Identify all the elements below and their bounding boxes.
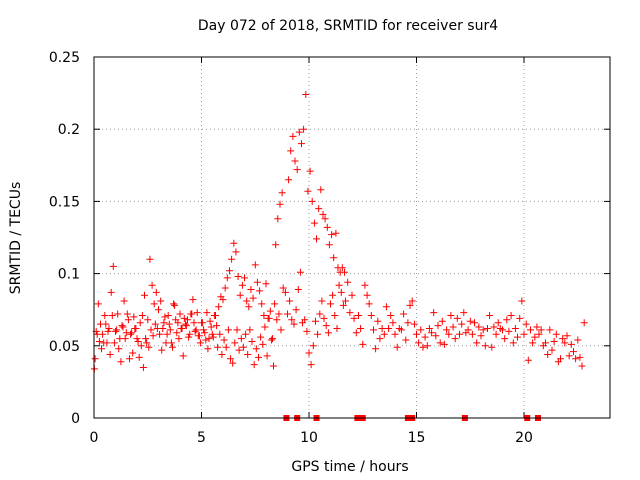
x-tick-label: 5	[197, 430, 206, 446]
grid-lines	[94, 57, 610, 418]
x-tick-label: 10	[300, 430, 318, 446]
chart-title: Day 072 of 2018, SRMTID for receiver sur…	[198, 18, 498, 34]
x-tick-label: 15	[408, 430, 426, 446]
y-tick-label: 0.15	[49, 194, 80, 210]
y-tick-label: 0.1	[58, 267, 80, 283]
y-tick-label: 0	[71, 411, 80, 427]
x-tick-label: 0	[90, 430, 99, 446]
x-axis-label: GPS time / hours	[291, 459, 408, 475]
data-point-markers	[90, 91, 588, 373]
y-tick-label: 0.25	[49, 50, 80, 66]
y-axis-label: SRMTID / TECUs	[8, 182, 24, 295]
plot-frame	[93, 56, 611, 419]
x-tick-label: 20	[515, 430, 533, 446]
y-tick-label: 0.05	[49, 339, 80, 355]
data-points	[90, 91, 588, 373]
y-tick-label: 0.2	[58, 122, 80, 138]
